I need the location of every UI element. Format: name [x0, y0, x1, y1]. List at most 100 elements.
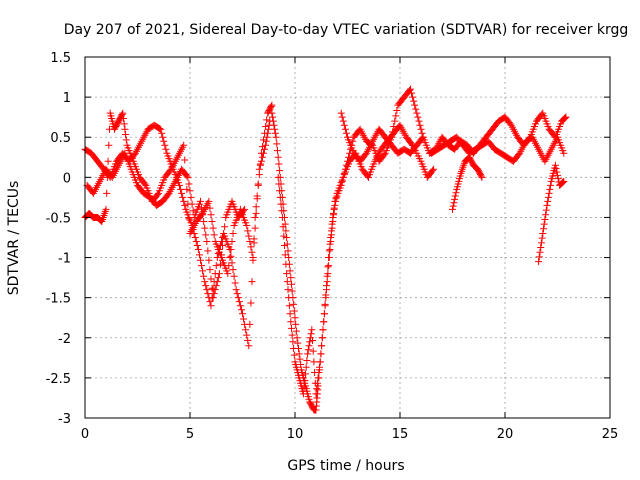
data-point — [327, 234, 335, 241]
x-tick-label: 5 — [186, 427, 194, 442]
data-point — [282, 260, 290, 268]
data-point — [312, 390, 320, 398]
data-point — [248, 278, 256, 286]
data-point — [316, 363, 323, 371]
data-point — [261, 145, 269, 153]
plot-marks — [81, 85, 570, 414]
data-point — [554, 171, 561, 179]
data-point — [251, 213, 259, 221]
series-track-3 — [83, 149, 249, 302]
data-point — [181, 201, 189, 209]
chart-title: Day 207 of 2021, Sidereal Day-to-day VTE… — [64, 22, 629, 38]
data-point — [407, 85, 414, 93]
data-point — [391, 117, 399, 125]
data-point — [202, 282, 210, 290]
data-point — [414, 113, 422, 121]
data-point — [293, 334, 301, 342]
y-tick-label: -2 — [58, 332, 71, 347]
data-point — [183, 172, 191, 180]
data-point — [197, 197, 204, 205]
data-point — [268, 101, 276, 109]
data-point — [263, 116, 271, 124]
data-point — [141, 180, 149, 188]
data-point — [412, 105, 420, 113]
data-point — [329, 213, 337, 221]
data-point — [246, 238, 254, 246]
data-point — [232, 286, 240, 294]
data-point — [246, 320, 254, 328]
data-point — [285, 302, 293, 310]
data-point — [281, 242, 288, 250]
data-point — [538, 234, 546, 242]
data-point — [284, 286, 292, 294]
data-point — [201, 224, 209, 232]
data-point — [245, 232, 253, 240]
data-point — [324, 263, 332, 271]
data-point — [288, 280, 295, 288]
data-point — [560, 149, 568, 157]
data-point — [268, 109, 276, 117]
y-axis: -3 -2.5 -2 -1.5 -1 -0.5 0 0.5 1 1.5 — [46, 51, 610, 427]
data-point — [409, 93, 417, 101]
data-point — [231, 279, 239, 287]
y-tick-label: -1 — [58, 252, 71, 267]
data-point — [216, 260, 224, 268]
data-point — [541, 215, 549, 223]
data-point — [276, 193, 284, 201]
data-point — [415, 117, 423, 125]
data-point — [233, 290, 241, 298]
data-point — [295, 350, 303, 358]
data-point — [284, 247, 292, 255]
data-point — [214, 274, 222, 282]
x-tick-label: 10 — [287, 427, 304, 442]
data-point — [544, 197, 552, 205]
data-point — [206, 204, 214, 212]
data-point — [157, 125, 165, 133]
data-point — [177, 185, 185, 193]
x-tick-label: 25 — [602, 427, 619, 442]
data-point — [342, 129, 350, 137]
data-point — [323, 272, 331, 280]
data-point — [449, 205, 456, 213]
data-point — [271, 125, 279, 133]
data-point — [153, 191, 161, 199]
data-point — [313, 379, 321, 387]
data-point — [296, 355, 304, 363]
data-point — [332, 193, 340, 201]
data-point — [201, 278, 209, 286]
data-point — [253, 195, 261, 203]
data-point — [560, 177, 568, 185]
data-point — [535, 258, 543, 266]
data-point — [417, 125, 425, 133]
data-point — [451, 195, 459, 203]
data-point — [212, 282, 220, 290]
data-point — [208, 217, 216, 225]
data-point — [258, 153, 266, 161]
data-point — [160, 137, 168, 145]
data-point — [249, 254, 257, 262]
data-point — [309, 347, 317, 355]
data-point — [282, 227, 290, 235]
data-point — [205, 256, 213, 264]
data-point — [349, 137, 357, 145]
y-tick-label: -1.5 — [46, 292, 71, 307]
data-point — [237, 306, 245, 314]
data-point — [478, 173, 486, 181]
data-point — [180, 197, 188, 205]
data-point — [235, 298, 243, 306]
data-point — [289, 338, 297, 346]
data-point — [340, 121, 348, 129]
data-point — [430, 165, 438, 173]
series-track-2 — [81, 109, 274, 278]
data-point — [244, 227, 252, 235]
data-point — [176, 181, 183, 189]
data-point — [198, 262, 206, 270]
data-point — [332, 197, 340, 205]
data-point — [283, 278, 291, 286]
data-point — [184, 173, 192, 181]
data-point — [121, 125, 129, 133]
data-point — [104, 157, 112, 165]
data-point — [234, 294, 242, 302]
data-point — [162, 145, 170, 153]
